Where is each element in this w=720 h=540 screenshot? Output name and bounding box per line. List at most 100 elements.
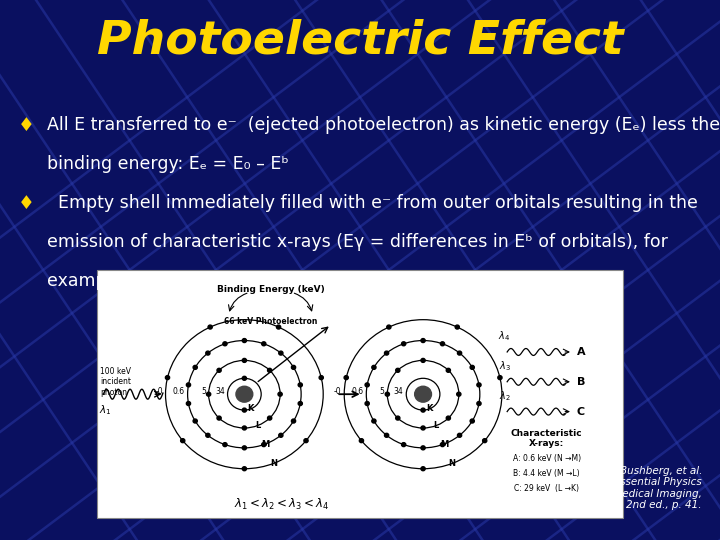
Circle shape — [421, 446, 426, 450]
Text: $\lambda_3$: $\lambda_3$ — [498, 359, 510, 373]
Text: B: 4.4 keV (M →L): B: 4.4 keV (M →L) — [513, 469, 580, 478]
Circle shape — [208, 325, 212, 329]
Circle shape — [223, 342, 227, 346]
Circle shape — [193, 366, 197, 369]
Circle shape — [470, 419, 474, 423]
Text: L: L — [433, 421, 439, 430]
Circle shape — [223, 443, 227, 447]
Circle shape — [441, 443, 444, 447]
Text: C: 29 keV  (L →K): C: 29 keV (L →K) — [514, 484, 579, 492]
Text: 34: 34 — [394, 387, 404, 396]
Circle shape — [278, 392, 282, 396]
Text: -0: -0 — [334, 387, 341, 396]
Circle shape — [372, 419, 376, 423]
Circle shape — [421, 408, 426, 412]
Circle shape — [186, 383, 191, 387]
Circle shape — [242, 426, 246, 430]
Text: 66 keV Photoelectron: 66 keV Photoelectron — [224, 317, 318, 326]
Circle shape — [384, 351, 389, 355]
Text: ♦: ♦ — [18, 116, 35, 135]
Circle shape — [446, 416, 451, 420]
Text: All E transferred to e⁻  (ejected photoelectron) as kinetic energy (Eₑ) less the: All E transferred to e⁻ (ejected photoel… — [47, 116, 720, 134]
Circle shape — [372, 366, 376, 369]
Text: 5: 5 — [201, 387, 206, 396]
Circle shape — [217, 368, 221, 372]
Circle shape — [477, 402, 481, 406]
Text: A: 0.6 keV (N →M): A: 0.6 keV (N →M) — [513, 454, 580, 463]
Circle shape — [268, 416, 271, 420]
Circle shape — [384, 433, 389, 437]
Circle shape — [242, 408, 246, 412]
Circle shape — [181, 438, 185, 443]
Circle shape — [456, 392, 461, 396]
Circle shape — [242, 467, 246, 471]
Circle shape — [470, 366, 474, 369]
Circle shape — [421, 359, 426, 362]
Circle shape — [206, 433, 210, 437]
Circle shape — [166, 376, 170, 380]
Text: Binding Energy (keV): Binding Energy (keV) — [217, 285, 325, 294]
Circle shape — [279, 433, 283, 437]
Circle shape — [385, 392, 390, 396]
Circle shape — [236, 386, 253, 402]
Circle shape — [402, 342, 406, 346]
Circle shape — [402, 443, 406, 447]
Circle shape — [396, 368, 400, 372]
Circle shape — [292, 366, 296, 369]
Text: $\lambda_1$: $\lambda_1$ — [99, 403, 112, 417]
Circle shape — [268, 368, 271, 372]
Circle shape — [455, 325, 459, 329]
Circle shape — [276, 325, 281, 329]
Circle shape — [477, 383, 481, 387]
Circle shape — [292, 419, 296, 423]
Circle shape — [261, 342, 266, 346]
Text: M: M — [440, 440, 448, 449]
Text: $\lambda_2$: $\lambda_2$ — [499, 389, 510, 403]
Text: $\lambda_1 < \lambda_2 < \lambda_3 < \lambda_4$: $\lambda_1 < \lambda_2 < \lambda_3 < \la… — [233, 497, 329, 512]
Text: M: M — [261, 440, 269, 449]
Circle shape — [279, 351, 283, 355]
Circle shape — [421, 426, 426, 430]
Circle shape — [304, 438, 308, 443]
Circle shape — [242, 339, 246, 342]
Circle shape — [365, 383, 369, 387]
Text: c.f. Bushberg, et al.
The Essential Physics
of Medical Imaging,
2nd ed., p. 41.: c.f. Bushberg, et al. The Essential Phys… — [591, 465, 702, 510]
Circle shape — [457, 351, 462, 355]
Circle shape — [344, 376, 348, 380]
Circle shape — [261, 443, 266, 447]
Circle shape — [441, 342, 444, 346]
Text: -0: -0 — [156, 387, 163, 396]
Circle shape — [242, 376, 246, 380]
Text: $\lambda_4$: $\lambda_4$ — [498, 329, 510, 343]
Text: C: C — [577, 407, 585, 416]
Circle shape — [242, 446, 246, 450]
Text: Empty shell immediately filled with e⁻ from outer orbitals resulting in the: Empty shell immediately filled with e⁻ f… — [47, 194, 698, 212]
Text: B: B — [577, 377, 585, 387]
Circle shape — [396, 416, 400, 420]
Circle shape — [359, 438, 364, 443]
Text: 0.6: 0.6 — [173, 387, 185, 396]
Circle shape — [298, 402, 302, 406]
Circle shape — [498, 376, 502, 380]
Circle shape — [421, 467, 426, 471]
Circle shape — [387, 325, 391, 329]
Circle shape — [298, 383, 302, 387]
Text: A: A — [577, 347, 585, 357]
Text: 5: 5 — [380, 387, 384, 396]
Text: Characteristic
X-rays:: Characteristic X-rays: — [510, 429, 582, 448]
Text: N: N — [449, 459, 456, 468]
Circle shape — [415, 386, 431, 402]
Text: L: L — [255, 421, 260, 430]
Text: 0.6: 0.6 — [351, 387, 364, 396]
Text: N: N — [270, 459, 277, 468]
Circle shape — [193, 419, 197, 423]
Text: emission of characteristic x-rays (Eγ = differences in Eᵇ of orbitals), for: emission of characteristic x-rays (Eγ = … — [47, 233, 667, 251]
Circle shape — [482, 438, 487, 443]
Circle shape — [217, 416, 221, 420]
Text: K: K — [248, 404, 253, 414]
Text: ♦: ♦ — [18, 194, 35, 213]
Circle shape — [186, 402, 191, 406]
Text: binding energy: Eₑ = E₀ – Eᵇ: binding energy: Eₑ = E₀ – Eᵇ — [47, 155, 289, 173]
Circle shape — [206, 351, 210, 355]
Circle shape — [319, 376, 323, 380]
